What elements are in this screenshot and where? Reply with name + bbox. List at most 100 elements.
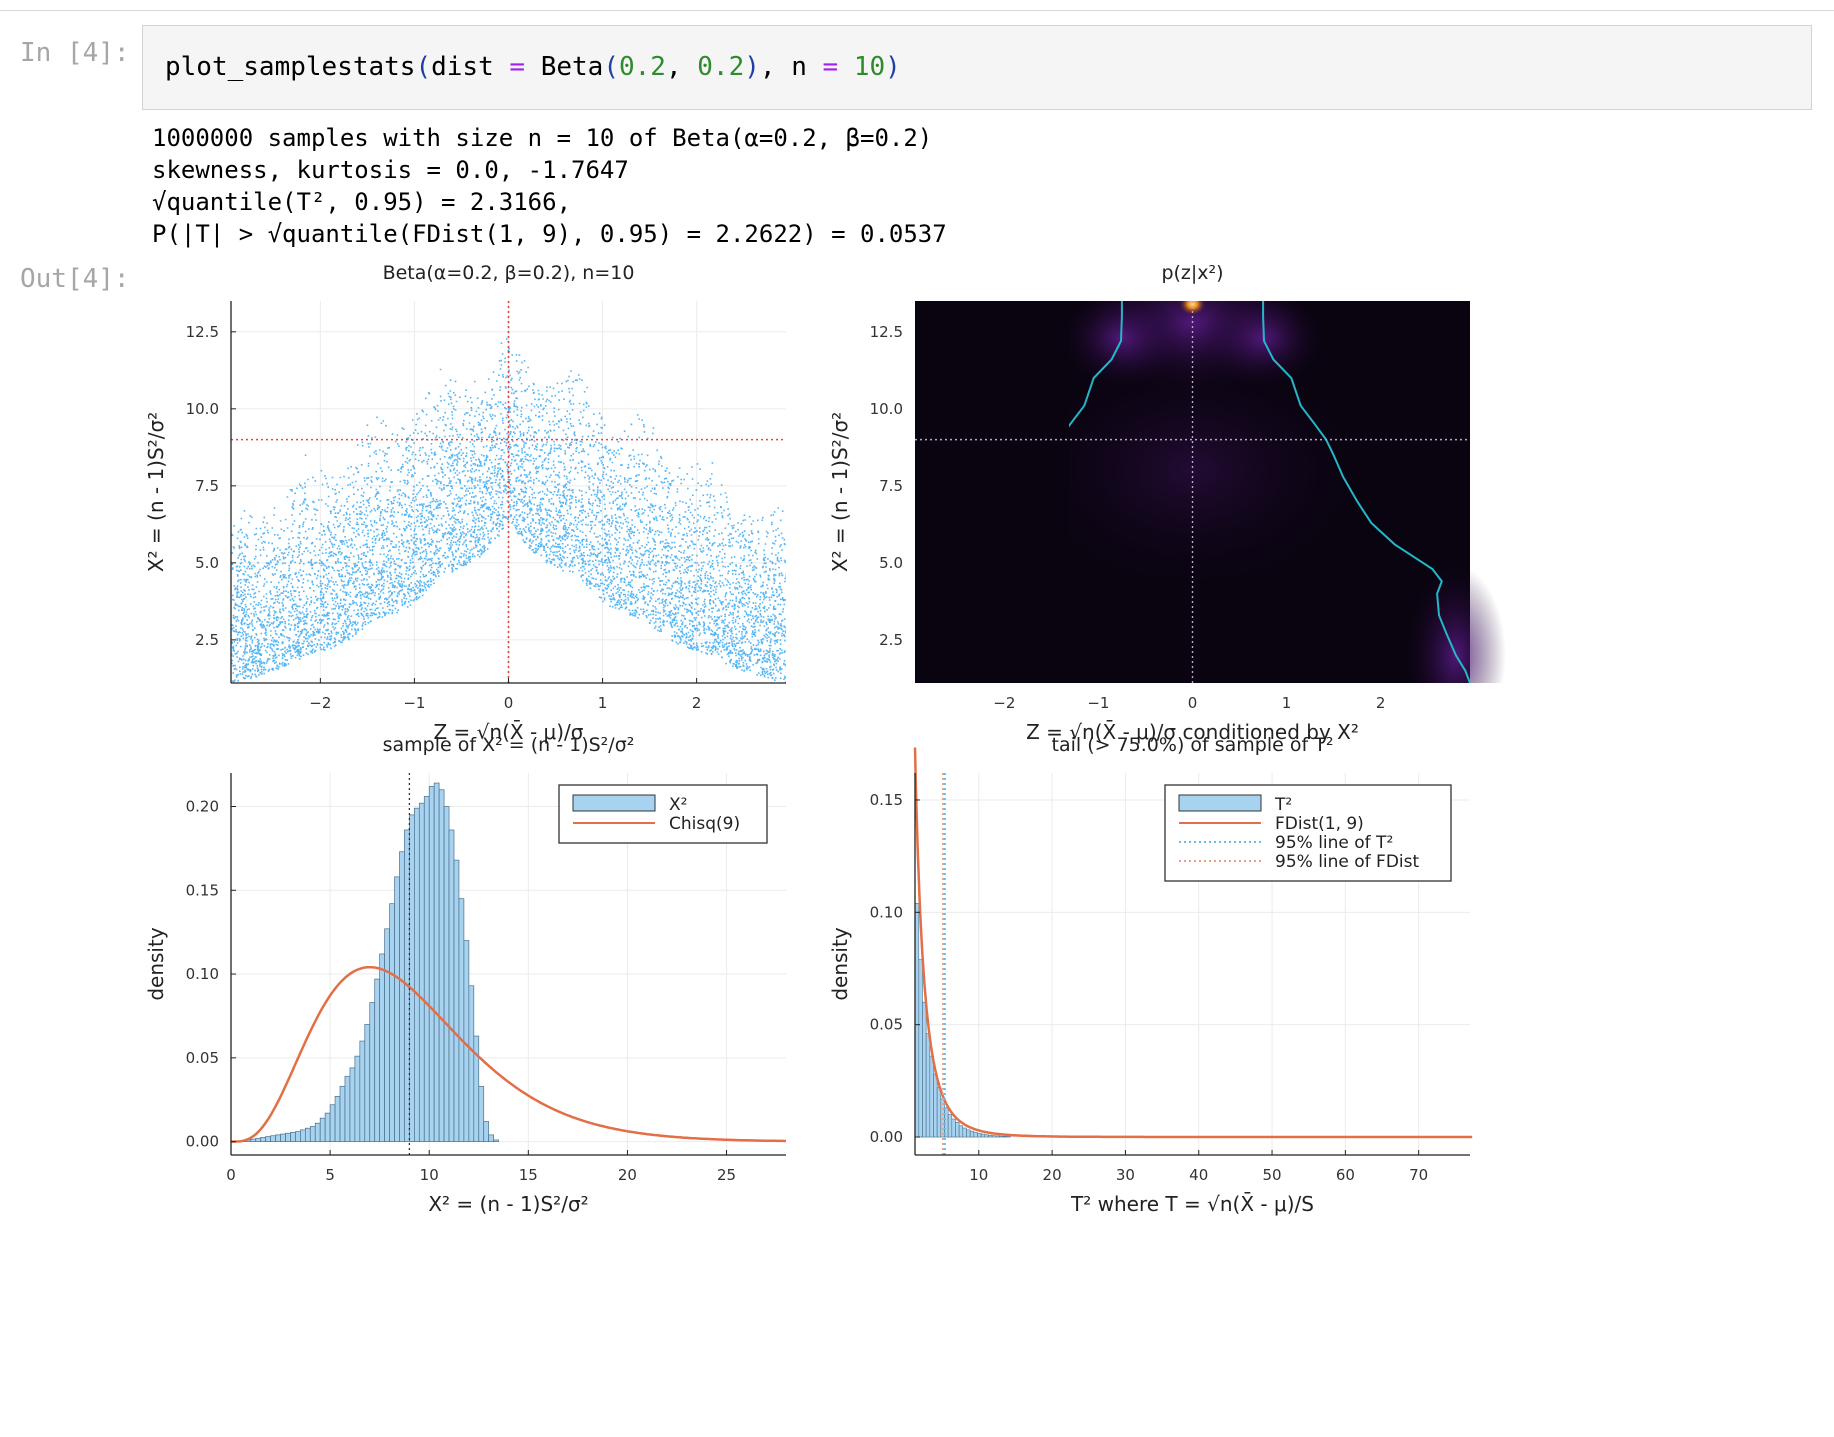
histogram-bar	[944, 1107, 949, 1138]
code-fn: plot_samplestats	[165, 52, 416, 82]
y-tick-label: 0.00	[870, 1128, 903, 1146]
x-tick-label: −2	[993, 694, 1015, 712]
x-tick-label: 2	[692, 694, 702, 712]
histogram-bar	[933, 1073, 938, 1138]
y-tick-label: 7.5	[195, 477, 219, 495]
histogram-bar	[448, 829, 455, 1142]
histogram-bar	[977, 1133, 982, 1138]
x-tick-label: 10	[420, 1166, 439, 1184]
y-axis-label: X² = (n - 1)S²/σ²	[828, 412, 852, 572]
histogram-bar	[947, 1114, 953, 1138]
histogram-bar	[929, 1055, 934, 1138]
x-tick-label: 0	[504, 694, 514, 712]
histogram-bar	[300, 1129, 306, 1142]
legend-label: T²	[1274, 795, 1292, 815]
histogram-bar	[379, 953, 385, 1142]
y-tick-label: 0.05	[186, 1049, 219, 1067]
output-line: P(|T| > √quantile(FDist(1, 9), 0.95) = 2…	[152, 220, 947, 248]
contour-line-right	[1262, 301, 1471, 683]
code-paren: (	[415, 52, 432, 82]
histogram-bar	[443, 806, 450, 1142]
histogram-bar	[354, 1055, 361, 1142]
histogram-bar	[339, 1085, 346, 1142]
histogram-bar	[329, 1104, 336, 1142]
y-tick-label: 0.10	[870, 903, 903, 921]
output-line: √quantile(T², 0.95) = 2.3166,	[152, 188, 572, 216]
x-tick-label: 60	[1336, 1166, 1355, 1184]
x-tick-label: 20	[618, 1166, 637, 1184]
legend-label: X²	[669, 795, 687, 815]
y-tick-label: 12.5	[186, 323, 219, 341]
output-line: skewness, kurtosis = 0.0, -1.7647	[152, 156, 629, 184]
histogram-bar	[290, 1132, 296, 1142]
contour-line-left	[1069, 301, 1123, 428]
x-axis-label: T² where T = √n(X̄ - μ)/S	[1070, 1191, 1314, 1216]
x-tick-label: 1	[598, 694, 608, 712]
code-line[interactable]: plot_samplestats(dist = Beta(0.2, 0.2), …	[165, 52, 901, 82]
histogram-bar	[999, 1135, 1004, 1138]
x-axis-label: X² = (n - 1)S²/σ²	[428, 1192, 588, 1216]
y-tick-label: 2.5	[195, 631, 219, 649]
histogram-bar	[399, 851, 405, 1142]
histogram-bars	[240, 782, 499, 1142]
legend-swatch-hist	[1178, 794, 1262, 812]
histogram-panel-tsq: 10 20 30 40 50 60 70 0.00 0.05 0.10 0.15 tail (> 75…	[828, 734, 1473, 1216]
histogram-bar	[260, 1137, 267, 1142]
x-tick-label: 50	[1263, 1166, 1282, 1184]
heatmap-cells	[1069, 301, 1506, 683]
code-cell-input[interactable]: plot_samplestats(dist = Beta(0.2, 0.2), …	[142, 25, 1812, 110]
legend-label: 95% line of T²	[1275, 833, 1393, 853]
x-tick-label: −2	[309, 694, 331, 712]
output-line: 1000000 samples with size n = 10 of Beta…	[152, 124, 933, 152]
histogram-bar	[369, 1002, 376, 1142]
y-tick-label: 0.10	[186, 965, 219, 983]
chart-title: sample of X² = (n - 1)S²/σ²	[383, 734, 635, 756]
x-axis-label: Z = √n(X̄ - μ)/σ	[434, 719, 584, 744]
histogram-bar	[319, 1117, 326, 1142]
code-comma: ,	[759, 52, 776, 82]
y-tick-label: 12.5	[870, 323, 903, 341]
histogram-bar	[955, 1122, 960, 1138]
x-tick-label: 40	[1189, 1166, 1208, 1184]
histogram-bar	[995, 1135, 1000, 1138]
y-tick-label: 10.0	[186, 400, 219, 418]
x-tick-label: 0	[226, 1166, 236, 1184]
histogram-bar	[413, 807, 420, 1142]
y-tick-label: 5.0	[879, 554, 903, 572]
histogram-bar	[973, 1132, 978, 1138]
histogram-bar	[453, 859, 460, 1142]
x-tick-label: 25	[717, 1166, 736, 1184]
histogram-bar	[988, 1134, 993, 1138]
chart-title: p(z|x²)	[1161, 262, 1223, 284]
histogram-bar	[958, 1125, 964, 1138]
x-tick-label: 15	[519, 1166, 538, 1184]
histogram-bar	[458, 898, 465, 1142]
histogram-bar	[314, 1122, 321, 1142]
legend-label: 95% line of FDist	[1275, 852, 1420, 872]
histogram-bar	[936, 1087, 942, 1138]
histogram-bar	[344, 1075, 351, 1142]
histogram-bar	[255, 1137, 262, 1142]
code-op: =	[509, 52, 526, 82]
code-num: 10	[853, 52, 886, 82]
histogram-bar	[250, 1138, 257, 1142]
code-kw: dist	[431, 52, 494, 82]
histogram-bar	[914, 903, 920, 1138]
histogram-bar	[962, 1127, 967, 1138]
y-tick-label: 0.20	[186, 798, 219, 816]
x-tick-label: 5	[325, 1166, 335, 1184]
histogram-bar	[364, 1023, 371, 1142]
y-tick-label: 2.5	[879, 631, 903, 649]
y-tick-label: 0.15	[186, 881, 219, 899]
code-kw: n	[791, 52, 807, 82]
histogram-bar	[374, 978, 381, 1142]
histogram-bar	[324, 1112, 331, 1142]
code-dist: Beta	[540, 52, 604, 82]
histogram-bar	[925, 1033, 931, 1138]
histogram-bar	[991, 1135, 997, 1138]
x-tick-label: 0	[1188, 694, 1198, 712]
histogram-bar	[309, 1126, 316, 1142]
x-tick-label: 2	[1376, 694, 1386, 712]
